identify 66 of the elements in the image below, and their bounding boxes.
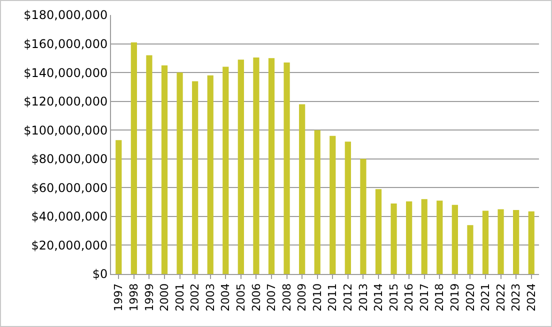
y-tick-label: $100,000,000 [24, 123, 108, 138]
bar [390, 203, 397, 274]
x-tick-label: 2021 [479, 283, 492, 312]
bar [238, 60, 244, 274]
bar [330, 136, 336, 274]
y-tick-label: $20,000,000 [31, 238, 108, 252]
y-tick-label: $40,000,000 [31, 210, 108, 224]
x-tick-label: 2001 [173, 283, 186, 312]
bar [176, 72, 183, 274]
bar [528, 211, 534, 274]
bar [421, 199, 428, 274]
y-tick-label: $180,000,000 [24, 8, 108, 22]
x-tick-label: 2011 [326, 283, 340, 312]
x-tick-label: 2007 [265, 283, 278, 312]
x-tick-label: 2003 [204, 283, 217, 312]
bar [222, 66, 229, 274]
bar [375, 189, 382, 274]
x-tick-label: 2005 [234, 283, 248, 312]
bar [467, 225, 474, 274]
x-tick-label: 2012 [342, 283, 355, 312]
bar [253, 57, 260, 274]
x-tick-label: 2010 [310, 283, 324, 312]
bar [192, 81, 198, 274]
y-tick-label: $60,000,000 [31, 180, 108, 195]
bar [161, 65, 168, 274]
bar [299, 104, 306, 274]
bar [130, 42, 137, 274]
y-tick-label: $80,000,000 [31, 152, 108, 166]
y-tick-label: $140,000,000 [24, 66, 108, 80]
bar [452, 204, 458, 274]
bar [268, 58, 275, 274]
bar [360, 158, 366, 274]
bar [284, 62, 290, 274]
x-tick-label: 2016 [402, 283, 416, 312]
x-tick-label: 2017 [418, 283, 431, 312]
x-tick-label: 2024 [524, 283, 538, 312]
x-tick-label: 2002 [188, 283, 202, 312]
x-tick-label: 2018 [433, 283, 446, 312]
x-tick-label: 2009 [296, 283, 309, 312]
x-tick-label: 2008 [280, 283, 294, 312]
x-tick-label: 1998 [128, 283, 141, 312]
y-tick-label: $160,000,000 [24, 36, 108, 51]
x-tick-label: 1999 [142, 283, 156, 312]
x-tick-label: 2022 [494, 283, 508, 312]
bar [498, 209, 504, 274]
bar [116, 140, 122, 274]
bar [344, 142, 351, 274]
y-tick-label: $0 [92, 267, 108, 282]
bar [482, 210, 489, 274]
x-tick-label: 2019 [448, 283, 462, 312]
bar [406, 201, 412, 274]
bar [314, 130, 320, 274]
x-tick-label: 2015 [387, 283, 400, 312]
bar [146, 55, 152, 274]
bar [513, 210, 520, 274]
x-tick-label: 1997 [112, 283, 126, 312]
bar [436, 200, 443, 274]
y-tick-label: $120,000,000 [24, 94, 108, 109]
x-tick-label: 2006 [250, 283, 263, 312]
bar [207, 75, 214, 274]
x-tick-label: 2020 [464, 283, 477, 312]
x-tick-label: 2023 [510, 283, 523, 312]
x-tick-label: 2004 [219, 283, 232, 312]
x-tick-label: 2000 [158, 283, 172, 312]
x-tick-label: 2014 [372, 283, 386, 312]
x-tick-label: 2013 [356, 283, 370, 312]
